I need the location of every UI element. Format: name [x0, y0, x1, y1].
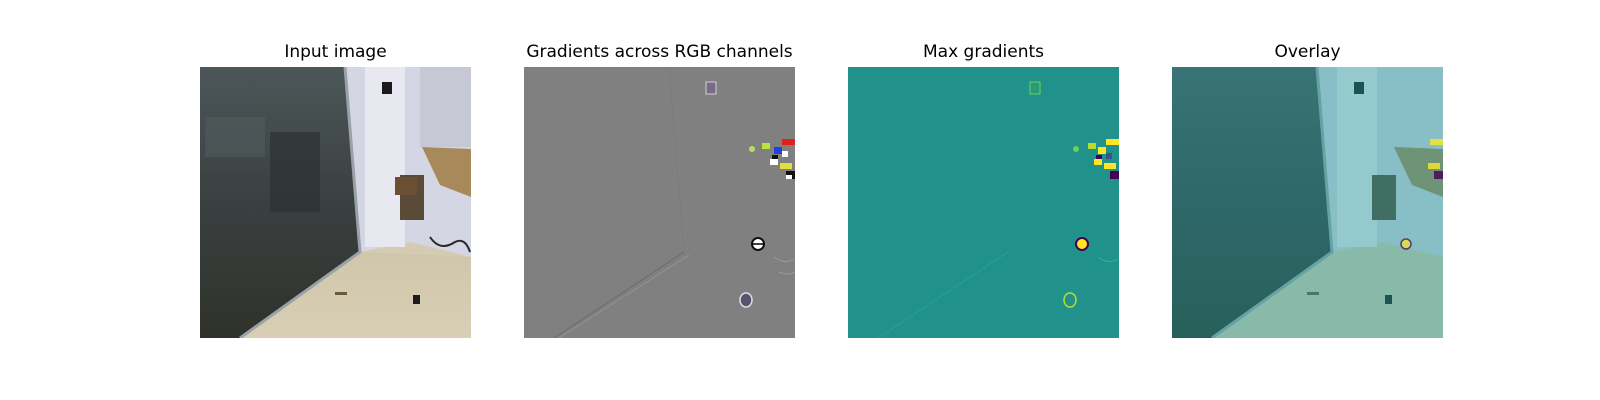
panel-overlay: Overlay [1172, 0, 1443, 400]
panel-max-gradients: Max gradients [848, 0, 1119, 400]
panel-input-image: Input image [200, 0, 471, 400]
overlay-image [1172, 67, 1443, 338]
max-gradient-map [848, 67, 1119, 338]
panel-title: Gradients across RGB channels [526, 42, 793, 62]
panel-rgb-gradients: Gradients across RGB channels [524, 0, 795, 400]
rgb-gradient-map [524, 67, 795, 338]
input-photo [200, 67, 471, 338]
panel-title: Input image [284, 42, 387, 62]
panel-title: Max gradients [922, 42, 1045, 62]
panel-title: Overlay [1274, 42, 1341, 62]
rgb-gradient-drawing [524, 67, 795, 338]
input-photo-drawing [200, 67, 471, 338]
max-gradient-drawing [848, 67, 1119, 338]
overlay-drawing [1172, 67, 1443, 338]
